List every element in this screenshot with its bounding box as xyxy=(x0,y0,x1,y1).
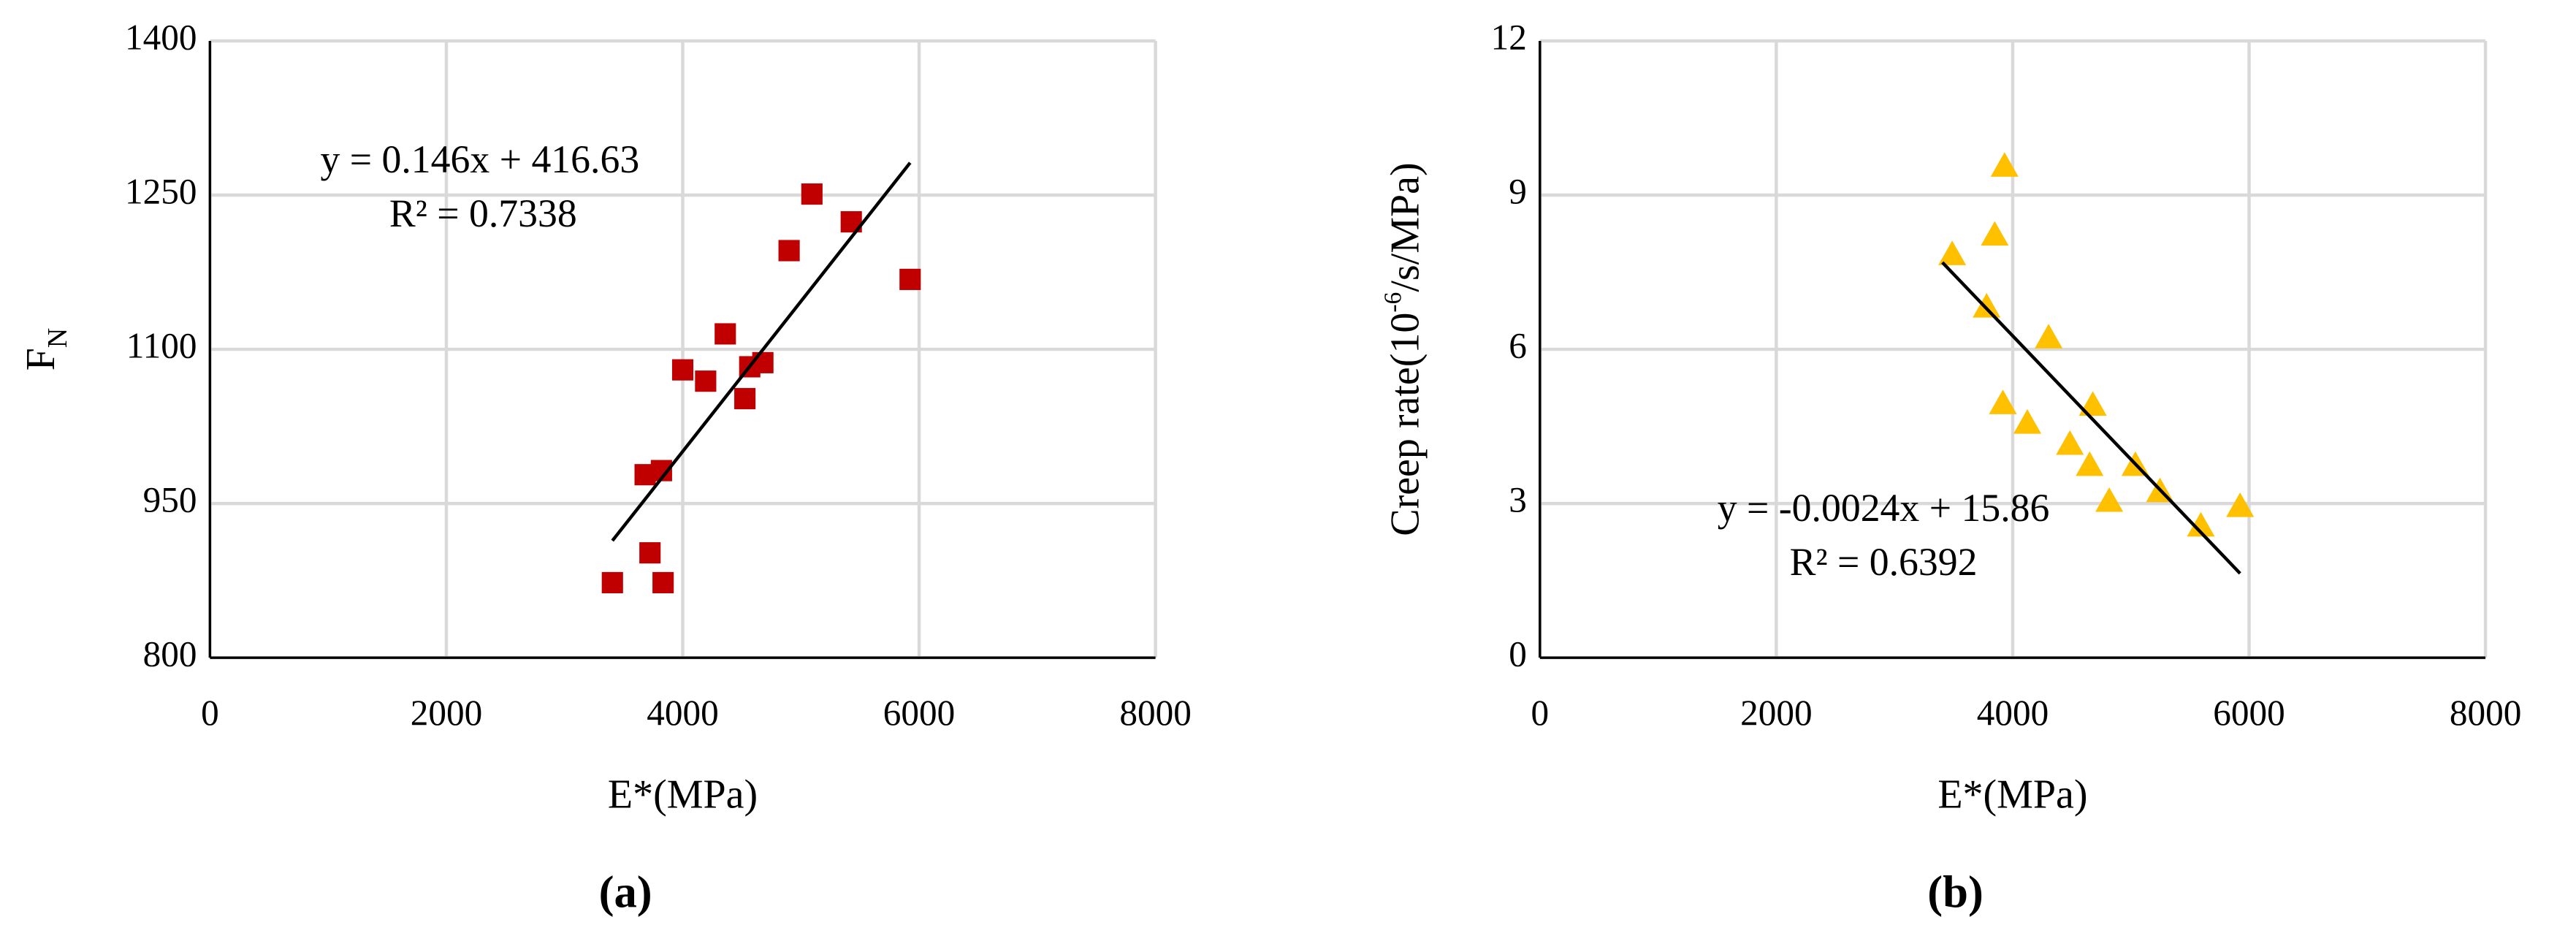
point xyxy=(1938,240,1967,265)
point xyxy=(652,571,674,593)
point xyxy=(899,268,921,290)
y-tick-label: 6 xyxy=(1509,325,1527,365)
point xyxy=(778,240,800,262)
point xyxy=(2078,391,2107,416)
x-tick-label: 4000 xyxy=(647,693,719,733)
y-axis-title-part: -6 xyxy=(1380,292,1407,313)
point xyxy=(2187,511,2215,537)
point xyxy=(2013,409,2042,434)
point xyxy=(2076,451,2104,476)
point xyxy=(1990,152,2019,177)
point xyxy=(601,571,623,593)
y-axis-title-part: /s/MPa) xyxy=(1383,162,1428,292)
y-tick-label: 1100 xyxy=(126,325,197,365)
point xyxy=(715,323,736,345)
y-tick-label: 1250 xyxy=(125,171,197,211)
y-axis-title: FN xyxy=(18,328,73,371)
x-tick-label: 6000 xyxy=(883,693,956,733)
point xyxy=(1989,389,2017,414)
point xyxy=(734,388,756,410)
y-tick-label: 950 xyxy=(143,479,197,519)
y-axis-title: Creep rate(10-6/s/MPa) xyxy=(1380,162,1428,536)
y-tick-label: 1400 xyxy=(125,17,197,57)
annotation: R² = 0.6392 xyxy=(1790,540,1978,584)
trendline xyxy=(1941,261,2241,575)
y-tick-label: 12 xyxy=(1491,17,1527,57)
x-tick-label: 8000 xyxy=(1119,693,1192,733)
x-tick-label: 8000 xyxy=(2450,693,2522,733)
x-tick-label: 6000 xyxy=(2213,693,2285,733)
point xyxy=(2095,487,2124,512)
point xyxy=(2035,324,2063,349)
annotation: y = 0.146x + 416.63 xyxy=(320,137,639,181)
x-tick-label: 4000 xyxy=(1977,693,2049,733)
point xyxy=(695,370,717,392)
x-axis-title: E*(MPa) xyxy=(1937,772,2087,818)
point xyxy=(671,359,694,381)
point xyxy=(1973,293,2001,318)
x-axis-title: E*(MPa) xyxy=(608,772,758,818)
y-axis-title-part: F xyxy=(18,348,64,370)
y-tick-label: 800 xyxy=(143,633,197,674)
point xyxy=(2226,492,2255,517)
x-tick-label: 0 xyxy=(201,693,219,733)
y-axis-title-part: N xyxy=(42,328,73,348)
point xyxy=(801,183,823,205)
annotation: y = -0.0024x + 15.86 xyxy=(1718,486,2050,530)
annotation: R² = 0.7338 xyxy=(389,191,577,235)
caption: (a) xyxy=(599,866,652,917)
x-tick-label: 0 xyxy=(1531,693,1550,733)
point xyxy=(639,542,661,564)
y-tick-label: 3 xyxy=(1509,479,1527,519)
point xyxy=(1981,221,2009,246)
y-axis-title-part: Creep rate(10 xyxy=(1383,313,1428,536)
y-tick-label: 0 xyxy=(1509,633,1527,674)
point xyxy=(752,351,774,373)
caption: (b) xyxy=(1927,866,1984,917)
x-tick-label: 2000 xyxy=(411,693,483,733)
trendline xyxy=(611,161,912,542)
y-tick-label: 9 xyxy=(1509,171,1527,211)
point xyxy=(2056,430,2084,455)
x-tick-label: 2000 xyxy=(1740,693,1812,733)
